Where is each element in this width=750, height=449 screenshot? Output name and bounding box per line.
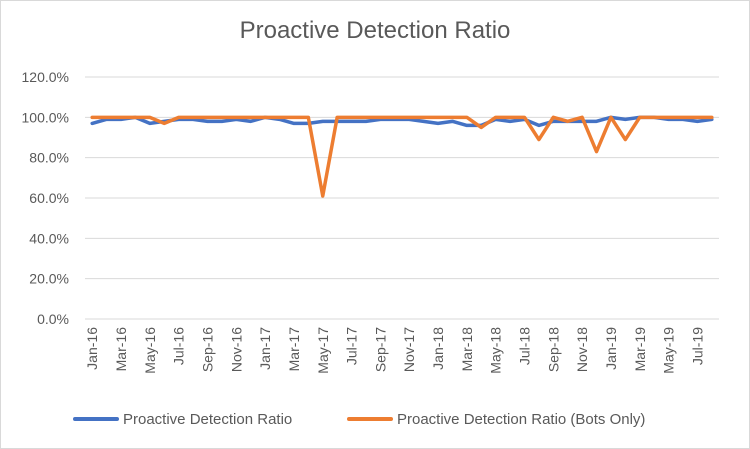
y-axis-tick-labels: 0.0% 20.0% 40.0% 60.0% 80.0% 100.0% 120.0% bbox=[22, 69, 69, 327]
x-tick-label: Jan-16 bbox=[84, 327, 100, 370]
x-tick-label: May-17 bbox=[315, 327, 331, 374]
legend-swatch-series-1 bbox=[73, 417, 119, 421]
x-tick-label: Mar-18 bbox=[459, 327, 475, 372]
x-tick-label: Nov-17 bbox=[401, 327, 417, 372]
y-tick-label: 120.0% bbox=[22, 69, 69, 85]
x-tick-label: Jan-19 bbox=[603, 327, 619, 370]
series-lines bbox=[90, 115, 714, 198]
x-tick-label: Nov-18 bbox=[574, 327, 590, 372]
gridlines bbox=[85, 76, 719, 320]
x-tick-label: Jul-17 bbox=[344, 327, 360, 365]
x-tick-label: Jul-19 bbox=[689, 327, 705, 365]
x-tick-label: Nov-16 bbox=[228, 327, 244, 372]
legend-label-series-1: Proactive Detection Ratio bbox=[123, 410, 293, 428]
y-tick-label: 100.0% bbox=[22, 109, 69, 125]
x-tick-label: Jul-18 bbox=[516, 327, 532, 365]
x-tick-label: May-18 bbox=[488, 327, 504, 374]
x-tick-label: Mar-19 bbox=[632, 327, 648, 372]
chart-title: Proactive Detection Ratio bbox=[239, 17, 511, 44]
x-tick-label: Jan-17 bbox=[257, 327, 273, 370]
x-tick-label: Mar-17 bbox=[286, 327, 302, 372]
x-tick-label: Jan-18 bbox=[430, 327, 446, 370]
series-line-2 bbox=[90, 115, 714, 198]
x-tick-label: Sep-18 bbox=[545, 327, 561, 372]
x-axis-tick-labels: Jan-16 Mar-16 May-16 Jul-16 Sep-16 Nov-16 Jan-… bbox=[84, 327, 705, 374]
x-tick-label: Jul-16 bbox=[171, 327, 187, 365]
x-tick-label: May-16 bbox=[142, 327, 158, 374]
legend-label-series-2: Proactive Detection Ratio (Bots Only) bbox=[397, 410, 646, 428]
legend-item-series-2: Proactive Detection Ratio (Bots Only) bbox=[347, 407, 645, 431]
y-tick-label: 80.0% bbox=[29, 150, 69, 166]
legend-swatch-series-2 bbox=[347, 417, 393, 421]
series-line-1 bbox=[90, 115, 714, 128]
legend: Proactive Detection Ratio Proactive Dete… bbox=[1, 407, 749, 431]
y-tick-label: 0.0% bbox=[37, 311, 69, 327]
x-tick-label: Mar-16 bbox=[113, 327, 129, 372]
x-tick-label: May-19 bbox=[661, 327, 677, 374]
y-tick-label: 40.0% bbox=[29, 230, 69, 246]
x-tick-label: Sep-17 bbox=[372, 327, 388, 372]
x-tick-label: Sep-16 bbox=[199, 327, 215, 372]
legend-item-series-1: Proactive Detection Ratio bbox=[73, 407, 292, 431]
y-tick-label: 20.0% bbox=[29, 271, 69, 287]
y-tick-label: 60.0% bbox=[29, 190, 69, 206]
